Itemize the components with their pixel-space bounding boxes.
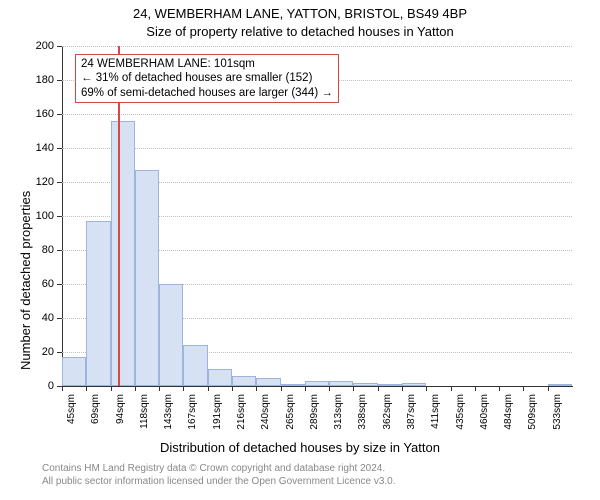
- x-tick: [378, 386, 379, 391]
- x-tick-label: 265sqm: [285, 394, 296, 442]
- x-tick-label: 118sqm: [139, 394, 150, 442]
- x-tick: [86, 386, 87, 391]
- x-tick: [426, 386, 427, 391]
- x-tick: [183, 386, 184, 391]
- x-tick: [402, 386, 403, 391]
- y-tick: [57, 352, 62, 353]
- histogram-bar: [111, 121, 135, 386]
- x-tick-label: 509sqm: [527, 394, 538, 442]
- gridline-horizontal: [62, 148, 572, 149]
- histogram-bar: [353, 383, 377, 386]
- footer-line3: All public sector information licensed u…: [42, 475, 396, 488]
- histogram-bar: [86, 221, 110, 386]
- histogram-bar: [378, 384, 402, 386]
- x-tick: [135, 386, 136, 391]
- x-tick-label: 216sqm: [236, 394, 247, 442]
- x-tick: [305, 386, 306, 391]
- x-tick-label: 460sqm: [479, 394, 490, 442]
- histogram-bar: [135, 170, 159, 386]
- annotation-line2: ← 31% of detached houses are smaller (15…: [81, 71, 333, 85]
- y-tick: [57, 114, 62, 115]
- x-tick: [548, 386, 549, 391]
- annotation-box: 24 WEMBERHAM LANE: 101sqm← 31% of detach…: [75, 54, 339, 103]
- x-tick-label: 191sqm: [212, 394, 223, 442]
- y-tick: [57, 250, 62, 251]
- histogram-bar: [548, 384, 572, 386]
- x-tick-label: 167sqm: [187, 394, 198, 442]
- y-tick: [57, 284, 62, 285]
- footer-line1: Contains HM Land Registry data © Crown c…: [42, 462, 396, 475]
- y-tick-label: 40: [32, 312, 54, 324]
- x-tick-label: 411sqm: [430, 394, 441, 442]
- y-axis-label: Number of detached properties: [18, 191, 33, 370]
- y-tick-label: 180: [32, 74, 54, 86]
- histogram-bar: [159, 284, 183, 386]
- x-tick: [499, 386, 500, 391]
- y-tick-label: 100: [32, 210, 54, 222]
- x-tick-label: 45sqm: [66, 394, 77, 442]
- histogram-bar: [256, 378, 280, 387]
- y-tick-label: 20: [32, 346, 54, 358]
- histogram-bar: [183, 345, 207, 386]
- x-tick-label: 313sqm: [333, 394, 344, 442]
- y-tick-label: 160: [32, 108, 54, 120]
- x-tick: [111, 386, 112, 391]
- y-tick: [57, 46, 62, 47]
- histogram-bar: [329, 381, 353, 386]
- x-tick: [256, 386, 257, 391]
- x-axis-label: Distribution of detached houses by size …: [0, 440, 600, 455]
- y-tick-label: 200: [32, 40, 54, 52]
- x-tick: [451, 386, 452, 391]
- chart-subtitle: Size of property relative to detached ho…: [0, 24, 600, 39]
- histogram-bar: [62, 357, 86, 386]
- x-tick: [232, 386, 233, 391]
- x-tick-label: 387sqm: [406, 394, 417, 442]
- x-tick-label: 289sqm: [309, 394, 320, 442]
- y-tick: [57, 182, 62, 183]
- x-tick-label: 533sqm: [552, 394, 563, 442]
- histogram-bar: [208, 369, 232, 386]
- x-tick: [523, 386, 524, 391]
- annotation-line3: 69% of semi-detached houses are larger (…: [81, 86, 333, 100]
- x-tick: [329, 386, 330, 391]
- x-tick: [353, 386, 354, 391]
- y-tick-label: 120: [32, 176, 54, 188]
- y-tick: [57, 216, 62, 217]
- x-tick-label: 240sqm: [260, 394, 271, 442]
- gridline-horizontal: [62, 46, 572, 47]
- x-tick-label: 338sqm: [357, 394, 368, 442]
- y-tick: [57, 80, 62, 81]
- y-tick-label: 0: [32, 380, 54, 392]
- chart-title-line1: 24, WEMBERHAM LANE, YATTON, BRISTOL, BS4…: [0, 6, 600, 21]
- x-tick: [62, 386, 63, 391]
- histogram-bar: [402, 383, 426, 386]
- footer-attribution: Contains HM Land Registry data © Crown c…: [42, 462, 396, 488]
- gridline-horizontal: [62, 114, 572, 115]
- x-tick-label: 69sqm: [90, 394, 101, 442]
- x-tick-label: 362sqm: [382, 394, 393, 442]
- x-tick: [159, 386, 160, 391]
- y-tick: [57, 318, 62, 319]
- x-tick-label: 143sqm: [163, 394, 174, 442]
- y-tick-label: 140: [32, 142, 54, 154]
- annotation-line1: 24 WEMBERHAM LANE: 101sqm: [81, 57, 333, 71]
- histogram-bar: [305, 381, 329, 386]
- x-tick-label: 435sqm: [455, 394, 466, 442]
- x-tick-label: 484sqm: [503, 394, 514, 442]
- y-tick-label: 60: [32, 278, 54, 290]
- histogram-bar: [281, 384, 305, 386]
- chart-container: { "title_line1": "24, WEMBERHAM LANE, YA…: [0, 0, 600, 500]
- y-tick: [57, 148, 62, 149]
- x-tick: [208, 386, 209, 391]
- x-tick: [281, 386, 282, 391]
- x-tick-label: 94sqm: [115, 394, 126, 442]
- histogram-bar: [232, 376, 256, 386]
- x-tick: [475, 386, 476, 391]
- y-tick-label: 80: [32, 244, 54, 256]
